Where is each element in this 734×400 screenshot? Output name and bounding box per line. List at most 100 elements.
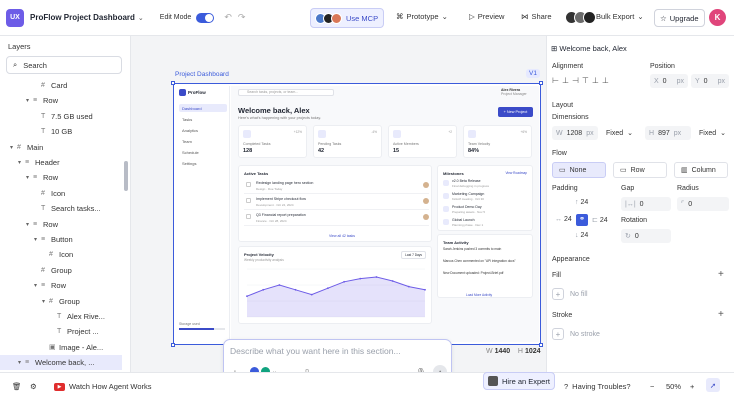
task-checkbox[interactable] bbox=[246, 182, 251, 187]
use-mcp-button[interactable]: Use MCP bbox=[310, 8, 385, 28]
nav-schedule[interactable]: Schedule bbox=[182, 149, 199, 155]
preview-button[interactable]: ▷ Preview bbox=[469, 12, 504, 21]
settings-icon[interactable]: ⚙ bbox=[30, 382, 37, 391]
align-right-icon[interactable]: ⊣ bbox=[571, 76, 582, 85]
task-row[interactable]: Implement Stripe checkout flow Developme… bbox=[244, 196, 429, 210]
flow-none-button[interactable]: ▭ None bbox=[552, 162, 606, 178]
padding-top-input[interactable]: ↑ 24 bbox=[575, 199, 589, 206]
prompt-input[interactable]: Describe what you want here in this sect… bbox=[230, 346, 401, 356]
layer-item[interactable]: T 10 GB bbox=[0, 124, 122, 139]
resize-handle[interactable] bbox=[171, 81, 175, 85]
velocity-filter-select[interactable]: Last 7 Days bbox=[401, 251, 426, 259]
layer-item[interactable]: ▾ # Main bbox=[0, 140, 122, 155]
having-troubles-button[interactable]: ? Having Troubles? bbox=[564, 382, 631, 391]
align-middle-icon[interactable]: ⊥ bbox=[591, 76, 602, 85]
expand-chevron-icon[interactable]: ▾ bbox=[18, 360, 22, 367]
add-stroke-button[interactable]: + No stroke bbox=[552, 328, 600, 340]
layer-item[interactable]: # Card bbox=[0, 78, 122, 93]
layer-item[interactable]: ▾ ≡ Button bbox=[0, 232, 122, 247]
resize-handle[interactable] bbox=[539, 81, 543, 85]
link-padding-icon[interactable]: ⚭ bbox=[576, 214, 588, 226]
delete-icon[interactable]: 🗑 bbox=[12, 382, 22, 391]
app-logo[interactable]: UX bbox=[6, 8, 24, 27]
add-fill-button[interactable]: + No fill bbox=[552, 288, 588, 300]
expand-chevron-icon[interactable]: ▾ bbox=[26, 98, 30, 105]
expand-chevron-icon[interactable]: ▾ bbox=[26, 221, 30, 228]
undo-icon[interactable]: ↶ bbox=[224, 12, 232, 22]
expand-chevron-icon[interactable]: ▾ bbox=[10, 144, 14, 151]
task-row[interactable]: Q3 Financial report preparation Finance … bbox=[244, 212, 429, 226]
prototype-button[interactable]: ⌘ Prototype ⌄ bbox=[396, 12, 448, 21]
redo-icon[interactable]: ↷ bbox=[237, 12, 246, 22]
view-roadmap-link[interactable]: View Roadmap bbox=[505, 171, 527, 175]
add-stroke-plus-icon[interactable]: + bbox=[718, 309, 724, 320]
expand-chevron-icon[interactable]: ▾ bbox=[34, 237, 38, 243]
nav-settings[interactable]: Settings bbox=[182, 160, 197, 166]
user-avatar[interactable]: K bbox=[709, 9, 726, 26]
layer-item[interactable]: ▾ ≡ Welcome back, ... bbox=[0, 355, 122, 371]
task-checkbox[interactable] bbox=[246, 198, 251, 203]
share-button[interactable]: ⋈ Share bbox=[521, 12, 552, 21]
expand-chevron-icon[interactable]: ▾ bbox=[42, 298, 46, 305]
y-position-input[interactable]: Y 0 px bbox=[691, 74, 729, 88]
layer-item[interactable]: T Search tasks... bbox=[0, 201, 122, 216]
resize-handle[interactable] bbox=[539, 343, 543, 347]
cursor-mode-icon[interactable]: ➚ bbox=[706, 378, 720, 392]
layers-search-input[interactable]: ⌕ Search bbox=[6, 56, 122, 74]
align-top-icon[interactable]: ⊤ bbox=[581, 76, 592, 85]
flow-row-button[interactable]: ▭ Row bbox=[613, 162, 667, 178]
layer-item[interactable]: T Project ... bbox=[0, 324, 122, 339]
zoom-in-icon[interactable]: + bbox=[690, 382, 695, 391]
collaborator-avatars[interactable] bbox=[565, 11, 596, 24]
layer-item[interactable]: ▾ ≡ Header bbox=[0, 155, 122, 170]
app-search-input[interactable]: Search tasks, projects, or team... bbox=[238, 89, 334, 96]
new-project-button[interactable]: + New Project bbox=[498, 107, 533, 117]
nav-team[interactable]: Team bbox=[182, 138, 192, 144]
flow-column-button[interactable]: ▥ Column bbox=[674, 162, 728, 178]
rotation-input[interactable]: ↻ 0 bbox=[621, 229, 671, 243]
layer-item[interactable]: ▣ Image - Ale... bbox=[0, 340, 122, 355]
load-more-button[interactable]: Load More Activity bbox=[466, 293, 493, 297]
expand-chevron-icon[interactable]: ▾ bbox=[18, 160, 22, 166]
layer-item[interactable]: ▾ ≡ Row bbox=[0, 217, 122, 232]
x-position-input[interactable]: X 0 px bbox=[650, 74, 688, 88]
layer-item[interactable]: ▾ ≡ Row bbox=[0, 170, 122, 185]
layer-item[interactable]: T Alex Rive... bbox=[0, 309, 122, 324]
add-fill-plus-icon[interactable]: + bbox=[718, 269, 724, 280]
bulk-export-button[interactable]: Bulk Export ⌄ bbox=[596, 12, 644, 21]
gap-input[interactable]: |↔| 0 bbox=[621, 197, 671, 211]
layer-item[interactable]: ▾ # Group bbox=[0, 294, 122, 309]
layers-scrollbar[interactable] bbox=[124, 161, 128, 191]
radius-input[interactable]: ⌜ 0 bbox=[677, 197, 729, 211]
layer-item[interactable]: ▾ ≡ Row bbox=[0, 278, 122, 293]
resize-handle[interactable] bbox=[171, 343, 175, 347]
task-checkbox[interactable] bbox=[246, 214, 251, 219]
nav-tasks[interactable]: Tasks bbox=[182, 116, 193, 122]
nav-analytics[interactable]: Analytics bbox=[182, 127, 199, 133]
nav-dashboard[interactable]: Dashboard bbox=[179, 104, 227, 112]
layer-item[interactable]: T 7.5 GB used bbox=[0, 109, 122, 124]
view-all-tasks-link[interactable]: View all 42 tasks bbox=[329, 234, 356, 238]
align-bottom-icon[interactable]: ⊥ bbox=[601, 76, 612, 85]
align-center-icon[interactable]: ⊥ bbox=[561, 76, 572, 85]
edit-mode-toggle[interactable] bbox=[196, 12, 215, 23]
expand-chevron-icon[interactable]: ▾ bbox=[34, 283, 38, 290]
upgrade-button[interactable]: ☆ Upgrade bbox=[654, 9, 705, 27]
chevron-down-icon[interactable]: ⌄ bbox=[137, 14, 144, 22]
expand-chevron-icon[interactable]: ▾ bbox=[26, 175, 30, 182]
layer-item[interactable]: ▾ ≡ Row bbox=[0, 93, 122, 108]
layer-item[interactable]: # Icon bbox=[0, 247, 122, 262]
version-badge[interactable]: V1 bbox=[526, 69, 540, 78]
watch-agent-link[interactable]: ▶ Watch How Agent Works bbox=[54, 382, 152, 391]
padding-right-input[interactable]: ⊏ 24 bbox=[592, 216, 608, 225]
height-mode-select[interactable]: Fixed ⌄ bbox=[695, 126, 733, 140]
zoom-level[interactable]: 50% bbox=[666, 382, 682, 391]
task-row[interactable]: Redesign landing page hero section Desig… bbox=[244, 180, 429, 194]
width-input[interactable]: W 1208 px bbox=[552, 126, 598, 140]
width-mode-select[interactable]: Fixed ⌄ bbox=[602, 126, 640, 140]
padding-left-input[interactable]: ↔ 24 bbox=[555, 216, 572, 223]
alignment-controls[interactable]: ⊢⊥⊣⊤⊥⊥ bbox=[552, 76, 612, 85]
padding-bottom-input[interactable]: ↓ 24 bbox=[575, 232, 589, 239]
layer-item[interactable]: # Group bbox=[0, 263, 122, 278]
zoom-out-icon[interactable]: − bbox=[650, 382, 655, 391]
